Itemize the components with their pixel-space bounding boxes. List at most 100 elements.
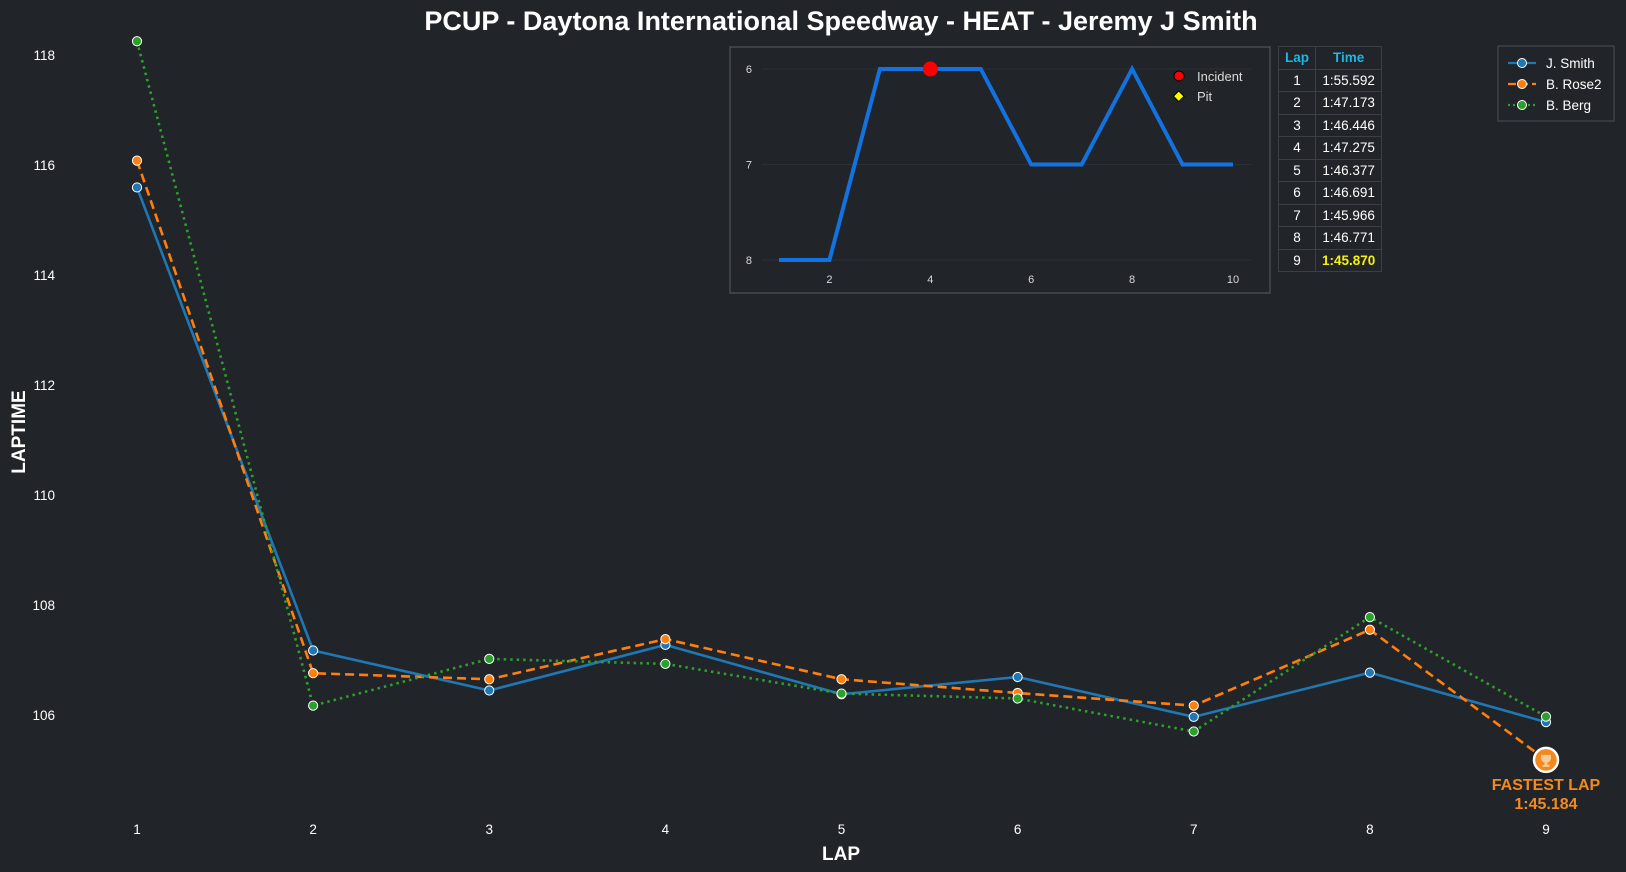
column-header-time: Time xyxy=(1315,46,1383,70)
inset-x-tick-label: 2 xyxy=(826,274,832,286)
table-cell-time: 1:47.173 xyxy=(1315,91,1383,115)
fastest-lap-annotation: FASTEST LAP 1:45.184 xyxy=(1492,746,1601,813)
y-tick-label: 118 xyxy=(33,48,55,63)
inset-x-tick-labels: 2 4 6 8 10 xyxy=(826,274,1239,286)
inset-legend-label: Pit xyxy=(1197,89,1213,104)
data-point-b-rose2 xyxy=(1364,624,1375,635)
table-row: 9 1:45.870 xyxy=(1277,248,1383,272)
data-point-b-berg xyxy=(1364,612,1375,623)
x-tick-label: 1 xyxy=(133,822,141,837)
column-header-lap: Lap xyxy=(1277,46,1317,70)
data-point-b-berg xyxy=(1012,693,1023,704)
inset-plot-area xyxy=(779,61,1233,262)
table-cell-lap: 2 xyxy=(1277,91,1317,115)
pit-legend-marker xyxy=(1172,90,1185,103)
inset-x-tick-label: 6 xyxy=(1028,274,1034,286)
y-tick-label: 110 xyxy=(33,488,55,503)
data-point-j-smith xyxy=(308,645,319,656)
data-point-b-rose2 xyxy=(308,668,319,679)
legend-entry-j-smith: J. Smith xyxy=(1508,56,1595,71)
data-point-j-smith xyxy=(1364,667,1375,678)
table-cell-time: 1:46.771 xyxy=(1315,226,1383,250)
data-point-b-berg xyxy=(1540,711,1552,722)
y-axis-label: LAPTIME xyxy=(9,390,30,473)
data-point-b-rose2 xyxy=(836,674,847,685)
data-point-b-berg xyxy=(308,700,319,711)
table-row: 5 1:46.377 xyxy=(1277,158,1383,182)
table-row: 4 1:47.275 xyxy=(1277,136,1383,160)
y-tick-label: 114 xyxy=(33,268,55,283)
data-point-b-rose2 xyxy=(1188,700,1199,711)
table-cell-time: 1:45.966 xyxy=(1315,203,1383,227)
trophy-icon xyxy=(1541,754,1551,767)
table-cell-lap: 1 xyxy=(1277,68,1317,92)
data-point-j-smith xyxy=(1188,711,1199,722)
x-axis-label: LAP xyxy=(822,844,860,865)
x-tick-label: 4 xyxy=(662,822,670,837)
incident-legend-marker xyxy=(1173,70,1185,82)
table-header-row: Lap Time xyxy=(1277,46,1383,70)
data-point-b-berg xyxy=(1188,726,1199,737)
data-point-b-rose2 xyxy=(484,674,495,685)
table-cell-lap: 7 xyxy=(1277,203,1317,227)
data-point-b-rose2 xyxy=(660,634,671,645)
data-point-j-smith xyxy=(131,182,143,193)
table-cell-lap: 6 xyxy=(1277,181,1317,205)
data-point-b-berg xyxy=(836,688,847,699)
table-row: 7 1:45.966 xyxy=(1277,203,1383,227)
fastest-lap-value: 1:45.184 xyxy=(1514,796,1577,813)
data-point-b-berg xyxy=(131,36,143,47)
table-cell-time: 1:46.377 xyxy=(1315,158,1383,182)
inset-y-tick-label: 7 xyxy=(746,160,752,172)
y-tick-labels: 106 108 110 112 114 116 118 xyxy=(32,48,55,723)
inset-x-tick-label: 10 xyxy=(1227,274,1239,286)
x-tick-labels: 1 2 3 4 5 6 7 8 9 xyxy=(133,822,1550,837)
inset-legend: Incident Pit xyxy=(1172,69,1243,104)
data-point-b-berg xyxy=(484,653,495,665)
position-line xyxy=(779,64,1233,262)
y-tick-label: 112 xyxy=(33,378,55,393)
legend-label: J. Smith xyxy=(1546,56,1595,71)
data-point-j-smith xyxy=(484,685,495,696)
table-row: 6 1:46.691 xyxy=(1277,181,1383,205)
legend-entry-b-rose2: B. Rose2 xyxy=(1508,77,1602,92)
table-row: 3 1:46.446 xyxy=(1277,113,1383,137)
inset-x-tick-label: 4 xyxy=(927,274,933,286)
x-tick-label: 2 xyxy=(309,822,317,837)
x-tick-label: 9 xyxy=(1542,822,1550,837)
inset-y-tick-label: 8 xyxy=(746,255,752,267)
table-cell-time: 1:45.870 xyxy=(1315,248,1383,272)
x-tick-label: 7 xyxy=(1190,822,1198,837)
table-row: 1 1:55.592 xyxy=(1277,68,1383,92)
inset-legend-label: Incident xyxy=(1197,69,1243,84)
lap-time-table: Lap Time 1 1:55.592 2 1:47.173 3 1:46.446 4 1:4… xyxy=(1277,46,1383,272)
table-cell-time: 1:55.592 xyxy=(1315,68,1383,92)
inset-y-tick-labels: 6 7 8 xyxy=(746,64,752,267)
fastest-lap-label: FASTEST LAP xyxy=(1492,777,1601,794)
table-cell-lap: 8 xyxy=(1277,226,1317,250)
data-point-b-rose2 xyxy=(131,155,143,166)
x-tick-label: 3 xyxy=(485,822,493,837)
table-cell-time: 1:46.691 xyxy=(1315,181,1383,205)
y-tick-label: 106 xyxy=(32,708,55,723)
legend-label: B. Rose2 xyxy=(1546,77,1602,92)
x-tick-label: 5 xyxy=(838,822,846,837)
table-cell-lap: 5 xyxy=(1277,158,1317,182)
legend-label: B. Berg xyxy=(1546,98,1591,113)
table-row: 8 1:46.771 xyxy=(1277,226,1383,250)
legend-entry-b-berg: B. Berg xyxy=(1508,98,1591,113)
y-tick-label: 116 xyxy=(33,158,55,173)
chart-title: PCUP - Daytona International Speedway - … xyxy=(424,6,1257,36)
y-tick-label: 108 xyxy=(32,598,55,613)
table-cell-lap: 9 xyxy=(1277,248,1317,272)
table-cell-lap: 3 xyxy=(1277,113,1317,137)
legend: J. Smith B. Rose2 B. Berg xyxy=(1497,45,1615,122)
inset-frame xyxy=(729,46,1271,294)
table-cell-time: 1:47.275 xyxy=(1315,136,1383,160)
inset-gridlines xyxy=(762,68,1252,261)
data-point-b-berg xyxy=(660,658,671,669)
table-row: 2 1:47.173 xyxy=(1277,91,1383,115)
table-cell-time: 1:46.446 xyxy=(1315,113,1383,137)
